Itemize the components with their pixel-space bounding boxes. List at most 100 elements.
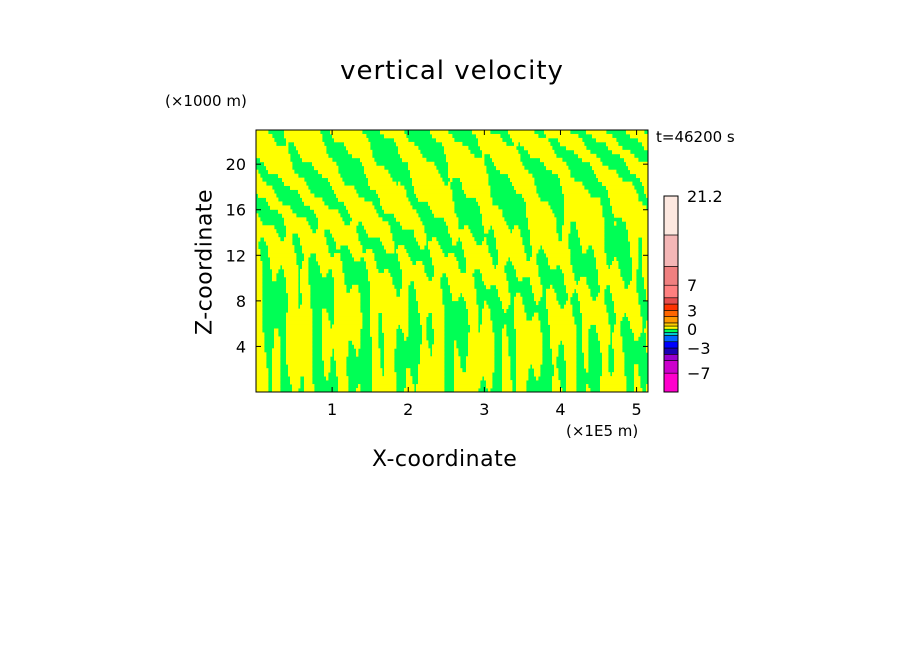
field-cell — [502, 360, 511, 365]
field-cell — [416, 288, 443, 294]
field-cell — [338, 376, 349, 381]
field-cell — [612, 209, 649, 214]
field-cell — [350, 221, 359, 226]
field-cell — [530, 233, 559, 238]
field-cell — [398, 253, 409, 258]
field-cell — [406, 372, 411, 377]
field-cell — [498, 257, 509, 262]
field-cell — [546, 253, 571, 258]
field-cell — [574, 149, 591, 155]
field-cell — [454, 380, 481, 385]
field-cell — [580, 241, 605, 246]
field-cell — [586, 384, 589, 389]
field-cell — [466, 368, 495, 373]
field-cell — [526, 209, 553, 214]
field-cell — [632, 276, 637, 282]
field-cell — [582, 316, 609, 321]
field-cell — [532, 253, 537, 258]
field-cell — [448, 165, 487, 171]
field-cell — [414, 185, 451, 190]
field-cell — [322, 328, 361, 333]
field-cell — [420, 344, 429, 349]
field-cell — [372, 356, 381, 361]
field-cell — [478, 201, 493, 206]
field-cell — [414, 229, 425, 234]
field-cell — [514, 324, 541, 329]
field-cell — [304, 384, 315, 389]
field-cell — [614, 304, 641, 310]
field-cell — [256, 137, 275, 143]
field-cell — [444, 145, 469, 151]
field-cell — [536, 300, 539, 306]
field-cell — [286, 356, 313, 361]
field-cell — [482, 241, 487, 246]
field-cell — [350, 213, 379, 218]
field-cell — [256, 384, 269, 389]
field-cell — [272, 364, 281, 369]
field-cell — [274, 336, 281, 341]
field-cell — [466, 261, 493, 266]
field-cell — [272, 272, 277, 278]
field-cell — [466, 304, 479, 310]
field-cell — [590, 161, 603, 167]
field-cell — [266, 165, 293, 171]
field-cell — [548, 312, 573, 317]
field-cell — [482, 276, 507, 282]
field-cell — [516, 336, 543, 341]
field-cell — [466, 300, 477, 306]
field-cell — [462, 181, 489, 186]
field-cell — [482, 272, 507, 278]
field-cell — [608, 189, 637, 194]
field-cell — [628, 316, 643, 321]
field-cell — [632, 272, 637, 278]
field-cell — [370, 292, 397, 298]
field-cell — [612, 296, 639, 302]
x-tick-label: 4 — [555, 400, 565, 419]
field-cell — [384, 352, 395, 357]
field-cell — [422, 336, 427, 341]
field-cell — [566, 288, 575, 294]
field-cell — [580, 300, 605, 306]
colorbar-frame — [663, 195, 679, 393]
field-cell — [478, 137, 503, 143]
field-cell — [334, 137, 369, 143]
field-cell — [370, 284, 395, 290]
field-cell — [284, 181, 307, 186]
field-cell — [274, 332, 279, 337]
field-cell — [632, 257, 639, 262]
field-cell — [498, 261, 507, 266]
field-cell — [586, 368, 589, 373]
field-cell — [448, 173, 489, 179]
field-cell — [596, 137, 617, 143]
field-cell — [516, 388, 527, 393]
field-cell — [256, 320, 263, 325]
field-cell — [318, 169, 339, 175]
field-cell — [578, 229, 605, 234]
field-cell — [564, 276, 575, 282]
field-cell — [398, 257, 411, 262]
field-cell — [332, 233, 359, 238]
field-cell — [364, 169, 389, 175]
field-cell — [454, 388, 479, 393]
field-cell — [322, 173, 341, 179]
colorbar-segment — [663, 335, 679, 343]
field-cell — [432, 352, 445, 357]
field-cell — [596, 264, 609, 270]
field-cell — [370, 308, 409, 314]
field-cell — [600, 344, 609, 349]
field-cell — [534, 292, 543, 298]
field-cell — [644, 145, 649, 151]
field-cell — [612, 372, 625, 377]
field-cell — [646, 336, 649, 341]
field-cell — [328, 177, 343, 183]
field-cell — [562, 229, 571, 234]
field-cell — [384, 332, 397, 337]
field-cell — [290, 380, 301, 385]
x-tick-label: 2 — [403, 400, 413, 419]
field-cell — [516, 364, 531, 369]
field-cell — [272, 388, 281, 393]
colorbar-segment — [663, 303, 679, 311]
field-cell — [382, 205, 413, 210]
field-cell — [288, 372, 313, 377]
field-cell — [352, 153, 373, 159]
